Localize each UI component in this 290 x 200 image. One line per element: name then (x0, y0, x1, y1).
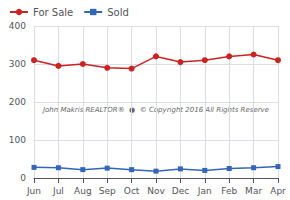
svg-text:Nov: Nov (147, 186, 165, 196)
svg-text:400: 400 (9, 21, 26, 31)
svg-text:Sold: Sold (107, 7, 129, 18)
svg-text:Apr: Apr (270, 186, 286, 196)
svg-text:Aug: Aug (74, 186, 92, 196)
svg-text:200: 200 (9, 97, 26, 107)
svg-text:John Makris REALTOR® ● © Cop: John Makris REALTOR® ● © Copyright 2016 … (41, 106, 269, 114)
svg-text:Jan: Jan (197, 186, 212, 196)
svg-text:Jun: Jun (26, 186, 41, 196)
svg-text:Feb: Feb (221, 186, 237, 196)
svg-text:Mar: Mar (245, 186, 262, 196)
svg-text:100: 100 (9, 135, 26, 145)
svg-text:Oct: Oct (124, 186, 140, 196)
svg-text:Jul: Jul (52, 186, 64, 196)
svg-text:Sep: Sep (99, 186, 116, 196)
svg-text:Dec: Dec (172, 186, 189, 196)
svg-text:For Sale: For Sale (33, 7, 73, 18)
svg-text:0: 0 (20, 173, 26, 183)
svg-text:300: 300 (9, 59, 26, 69)
